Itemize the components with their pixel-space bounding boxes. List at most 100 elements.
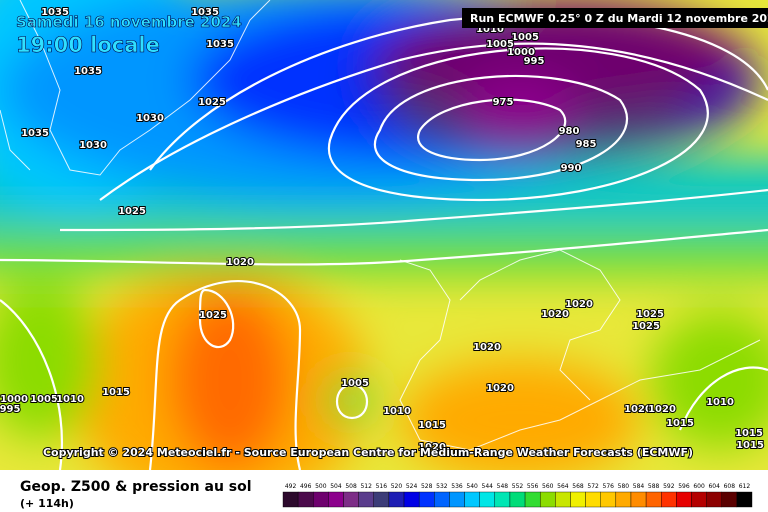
scale-label: 536: [451, 483, 463, 490]
isobar-label: 1025: [198, 97, 226, 108]
isobar-label: 995: [0, 404, 20, 415]
run-banner: [462, 8, 768, 28]
scale-swatch: [630, 491, 647, 508]
isobar-label: 1005: [30, 394, 58, 405]
isobar-label: 1035: [74, 66, 102, 77]
isobar-label: 1000: [0, 394, 28, 405]
scale-swatch: [706, 491, 722, 508]
scale-swatch: [449, 491, 465, 508]
isobar-label: 1010: [56, 394, 84, 405]
isobar-label: 995: [524, 56, 545, 67]
scale-swatch: [494, 491, 511, 508]
scale-label: 560: [542, 483, 554, 490]
scale-label: 576: [603, 483, 615, 490]
scale-label: 496: [300, 483, 312, 490]
isobar-label: 985: [576, 139, 597, 150]
scale-swatch: [479, 491, 496, 508]
scale-label: 588: [648, 483, 660, 490]
color-scale: 492 496 500 504 508 512 516 520 524 528 532 536 540 5…: [282, 483, 753, 508]
scale-swatch: [585, 491, 601, 508]
scale-swatch: [691, 491, 707, 508]
scale-swatch: [358, 491, 374, 508]
scale-label: 564: [557, 483, 569, 490]
isobar-label: 1015: [102, 387, 130, 398]
scale-label: 556: [527, 483, 539, 490]
scale-swatch: [509, 491, 526, 508]
isobar-label: 1025: [632, 321, 660, 332]
isobar-label: 975: [493, 97, 514, 108]
copyright: Copyright © 2024 Meteociel.fr - Source E…: [43, 446, 693, 459]
scale-label: 604: [708, 483, 720, 490]
scale-swatch: [661, 491, 677, 508]
scale-label: 524: [406, 483, 418, 490]
scale-swatch: [282, 491, 299, 508]
isobar-label: 1020: [418, 442, 446, 453]
run-info: Run ECMWF 0.25° 0 Z du Mardi 12 novembre…: [470, 12, 768, 25]
scale-swatch: [434, 491, 450, 508]
scale-label: 520: [391, 483, 403, 490]
isobar-label: 1005: [486, 39, 514, 50]
isobar-label: 1020: [565, 299, 593, 310]
isobar-label: 1025: [636, 309, 664, 320]
scale-label: 592: [663, 483, 675, 490]
scale-swatch: [524, 491, 541, 508]
scale-label: 596: [678, 483, 690, 490]
coastlines: [0, 0, 761, 451]
scale-swatch: [721, 491, 738, 508]
scale-swatch: [464, 491, 480, 508]
scale-label: 528: [421, 483, 433, 490]
scale-swatch: [570, 491, 586, 508]
isobar-label: 1015: [666, 418, 694, 429]
scale-label: 568: [572, 483, 584, 490]
scale-swatch: [418, 491, 435, 508]
scale-swatch: [645, 491, 662, 508]
isobar-label: 1015: [736, 440, 764, 451]
date: Samedi 16 novembre 2024: [16, 13, 242, 31]
scale-label: 512: [360, 483, 372, 490]
isobar-label: 1015: [735, 428, 763, 439]
scale-label: 552: [512, 483, 524, 490]
scale-label: 608: [724, 483, 736, 490]
scale-swatch: [676, 491, 692, 508]
scale-swatch: [328, 491, 344, 508]
scale-label: 540: [466, 483, 478, 490]
scale-label: 532: [436, 483, 448, 490]
scale-label: 544: [482, 483, 494, 490]
isobar-label: 1020: [226, 257, 254, 268]
isobar-label: 1020: [541, 309, 569, 320]
isobar-label: 1020: [624, 404, 652, 415]
scale-swatch: [555, 491, 571, 508]
scale-swatch: [373, 491, 390, 508]
scale-swatch: [403, 491, 420, 508]
isobars: [0, 14, 768, 470]
scale-swatch: [539, 491, 556, 508]
isobar-label: 1000: [507, 47, 535, 58]
scale-label: 500: [315, 483, 327, 490]
isobar-label: 1025: [118, 206, 146, 217]
isobar-label: 1010: [706, 397, 734, 408]
isobar-label: 1005: [341, 378, 369, 389]
scale-label: 492: [285, 483, 297, 490]
isobar-label: 1035: [206, 39, 234, 50]
isobar-label: 980: [559, 126, 580, 137]
isobar-label: 1020: [486, 383, 514, 394]
isobar-label: 1035: [191, 7, 219, 18]
scale-swatch: [615, 491, 632, 508]
scale-swatch: [736, 491, 753, 508]
scale-label: 572: [587, 483, 599, 490]
isobar-label: 1020: [473, 342, 501, 353]
isobar-label: 990: [561, 163, 582, 174]
isobar-label: 1010: [383, 406, 411, 417]
isobar-label: 1025: [199, 310, 227, 321]
scale-swatch: [297, 491, 314, 508]
scale-label: 504: [330, 483, 342, 490]
scale-label: 548: [497, 483, 509, 490]
scale-label: 612: [739, 483, 751, 490]
scale-label: 600: [693, 483, 705, 490]
isobar-label: 1030: [136, 113, 164, 124]
isobar-label: 1035: [41, 7, 69, 18]
isobar-label: 1005: [511, 32, 539, 43]
scale-swatch: [343, 491, 359, 508]
scale-swatch: [388, 491, 405, 508]
legend-subtitle: (+ 114h): [20, 497, 74, 510]
